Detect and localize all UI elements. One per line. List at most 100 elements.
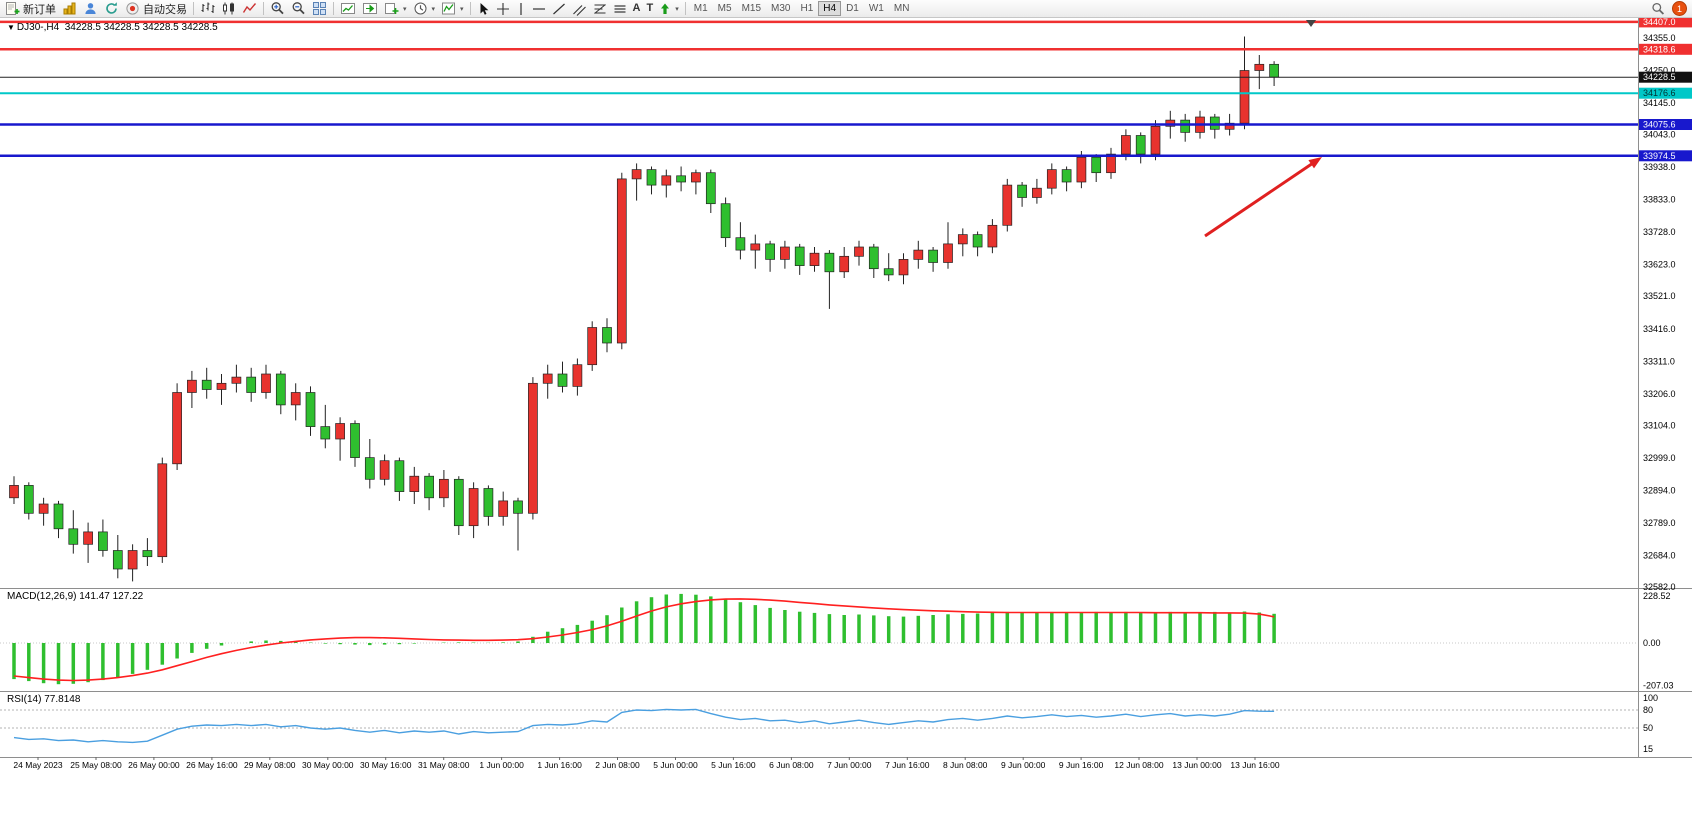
svg-text:34250.0: 34250.0 (1643, 66, 1676, 76)
rsi-indicator-label: RSI(14) 77.8148 (7, 694, 80, 705)
svg-text:100: 100 (1643, 693, 1658, 703)
auto-trading-icon (126, 2, 139, 15)
toolbar-right-cluster: 1 (1648, 0, 1690, 17)
channel-icon (572, 4, 586, 16)
svg-text:33974.5: 33974.5 (1643, 151, 1676, 161)
timeframe-m5-button[interactable]: M5 (713, 1, 737, 16)
indicators-icon (442, 2, 456, 15)
svg-text:34407.0: 34407.0 (1643, 17, 1676, 27)
timeframe-m30-button[interactable]: M30 (766, 1, 795, 16)
timeframe-h4-button[interactable]: H4 (818, 1, 842, 16)
shapes-tool-button[interactable] (610, 0, 630, 17)
svg-text:12 Jun 08:00: 12 Jun 08:00 (1114, 760, 1163, 770)
svg-text:30 May 00:00: 30 May 00:00 (302, 760, 354, 770)
gold-chart-icon (63, 2, 76, 15)
timeframe-d1-button[interactable]: D1 (841, 1, 864, 16)
hlines-layer[interactable] (0, 20, 1638, 158)
svg-text:15: 15 (1643, 744, 1653, 754)
crosshair-tool-button[interactable] (493, 0, 513, 17)
svg-text:9 Jun 00:00: 9 Jun 00:00 (1001, 760, 1046, 770)
indicators-menu-button[interactable]: ▾ (438, 0, 467, 17)
line-chart-type-button[interactable] (239, 0, 260, 17)
time-axis[interactable]: 24 May 2023 25 May 08:00 26 May 00:00 26 Ma… (13, 757, 1280, 770)
channel-tool-button[interactable] (569, 0, 590, 17)
symbol-dropdown-icon[interactable]: ▼ (7, 23, 15, 32)
clock-icon (414, 2, 427, 15)
svg-text:50: 50 (1643, 723, 1653, 733)
svg-text:34355.0: 34355.0 (1643, 33, 1676, 43)
price-scale[interactable]: 34355.0 34250.0 34145.0 34043.0 33938.0 33833… (1643, 33, 1676, 592)
fibonacci-tool-button[interactable] (590, 0, 610, 17)
timeframe-m15-button[interactable]: M15 (737, 1, 766, 16)
zoom-out-button[interactable] (288, 0, 309, 17)
zoom-in-button[interactable] (267, 0, 288, 17)
new-order-label: 新订单 (23, 3, 56, 16)
svg-text:80: 80 (1643, 705, 1653, 715)
toolbar-separator (684, 2, 686, 15)
chart-window-button[interactable] (337, 0, 359, 17)
arrows-tool-button[interactable]: ▾ (656, 0, 682, 17)
rsi-name: RSI(14) (7, 694, 42, 705)
rsi-panel[interactable]: 100 80 50 15 (0, 693, 1658, 754)
bar-chart-type-button[interactable] (197, 0, 218, 17)
timeframe-menu-button[interactable]: ▾ (410, 0, 439, 17)
text-tool-button[interactable]: A (630, 0, 644, 17)
timeframe-m1-button[interactable]: M1 (689, 1, 713, 16)
svg-text:5 Jun 16:00: 5 Jun 16:00 (711, 760, 756, 770)
tile-windows-button[interactable] (309, 0, 330, 17)
notification-badge[interactable]: 1 (1672, 1, 1687, 16)
vertical-line-tool-button[interactable] (513, 0, 529, 17)
market-watch-button[interactable] (59, 0, 80, 17)
refresh-button[interactable] (101, 0, 122, 17)
accounts-button[interactable] (80, 0, 101, 17)
svg-text:24 May 2023: 24 May 2023 (13, 760, 62, 770)
vertical-line-icon (519, 2, 522, 15)
svg-text:1 Jun 16:00: 1 Jun 16:00 (537, 760, 582, 770)
trendline-tool-button[interactable] (549, 0, 569, 17)
svg-text:0.00: 0.00 (1643, 638, 1661, 648)
toolbar-separator (263, 2, 264, 15)
svg-text:34228.5: 34228.5 (1643, 72, 1676, 82)
candlestick-icon (223, 2, 234, 15)
search-button[interactable] (1648, 0, 1668, 17)
svg-text:33521.0: 33521.0 (1643, 291, 1676, 301)
chart-shift-marker[interactable] (1306, 20, 1316, 27)
fibonacci-icon (593, 3, 606, 14)
svg-text:33206.0: 33206.0 (1643, 389, 1676, 399)
crosshair-icon (496, 2, 509, 15)
svg-text:30 May 16:00: 30 May 16:00 (360, 760, 412, 770)
shapes-icon (614, 4, 626, 13)
trendline-icon (552, 3, 565, 14)
horizontal-line-tool-button[interactable] (529, 0, 549, 17)
timeframe-h1-button[interactable]: H1 (795, 1, 818, 16)
macd-panel[interactable]: 228.52 0.00 -207.03 (0, 591, 1674, 691)
panel-separators[interactable] (0, 18, 1692, 758)
svg-text:25 May 08:00: 25 May 08:00 (70, 760, 122, 770)
svg-text:34176.6: 34176.6 (1643, 88, 1676, 98)
timeframe-w1-button[interactable]: W1 (864, 1, 889, 16)
new-chart-button[interactable]: ▾ (381, 0, 410, 17)
toolbar-separator (333, 2, 334, 15)
svg-text:8 Jun 08:00: 8 Jun 08:00 (943, 760, 988, 770)
annotation-arrow[interactable] (1204, 157, 1322, 238)
svg-text:34145.0: 34145.0 (1643, 98, 1676, 108)
candlestick-chart-type-button[interactable] (218, 0, 239, 17)
timeframe-mn-button[interactable]: MN (889, 1, 915, 16)
ohlc-values: 34228.5 34228.5 34228.5 34228.5 (64, 22, 218, 33)
new-order-button[interactable]: 新订单 (2, 0, 59, 17)
svg-text:13 Jun 16:00: 13 Jun 16:00 (1230, 760, 1279, 770)
candlesticks-layer[interactable] (9, 36, 1279, 582)
cursor-tool-button[interactable] (474, 0, 493, 17)
chart-window-arrow-icon (363, 3, 377, 14)
auto-trading-button[interactable]: 自动交易 (122, 0, 190, 17)
svg-text:33416.0: 33416.0 (1643, 324, 1676, 334)
svg-text:32894.0: 32894.0 (1643, 485, 1676, 495)
label-tool-button[interactable]: T (644, 0, 657, 17)
macd-main-value: 141.47 (79, 591, 110, 602)
chart-shift-button[interactable] (359, 0, 381, 17)
svg-text:33728.0: 33728.0 (1643, 227, 1676, 237)
svg-text:31 May 08:00: 31 May 08:00 (418, 760, 470, 770)
price-tags: 34407.0 34318.6 34228.5 34176.6 34075.6 33974… (1639, 16, 1692, 162)
svg-text:-207.03: -207.03 (1643, 681, 1674, 691)
